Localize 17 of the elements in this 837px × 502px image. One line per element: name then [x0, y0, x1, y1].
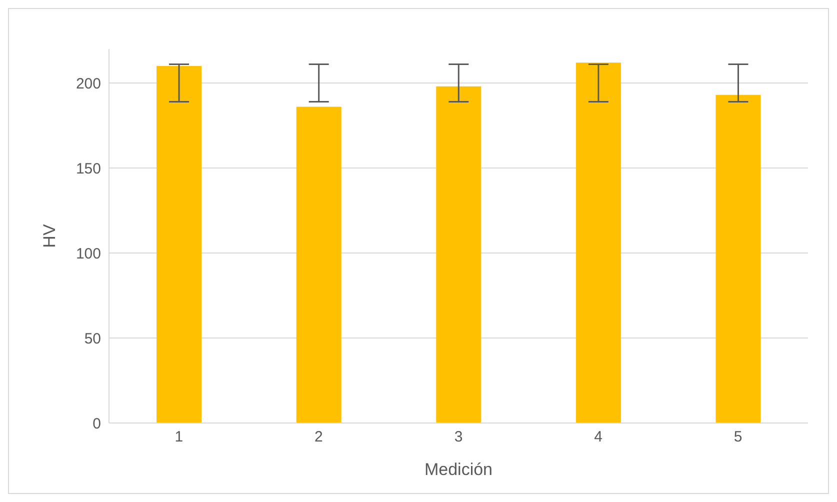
y-tick-label: 200 — [76, 75, 101, 92]
y-axis-title: HV — [40, 224, 60, 248]
bar — [156, 66, 202, 423]
x-tick-label: 1 — [174, 428, 184, 446]
y-tick-label: 100 — [76, 245, 101, 262]
x-tick-label: 4 — [594, 428, 602, 446]
x-tick-label: 5 — [734, 428, 742, 446]
x-tick-label: 3 — [454, 428, 463, 446]
bar — [576, 62, 621, 423]
x-tick-label: 2 — [314, 428, 323, 446]
x-axis-title: Medición — [424, 460, 493, 479]
y-tick-label: 150 — [76, 160, 101, 178]
bar — [296, 106, 342, 423]
y-tick-label: 0 — [92, 415, 101, 432]
y-tick-label: 50 — [84, 330, 101, 348]
bar — [716, 94, 761, 423]
bar — [436, 86, 482, 423]
